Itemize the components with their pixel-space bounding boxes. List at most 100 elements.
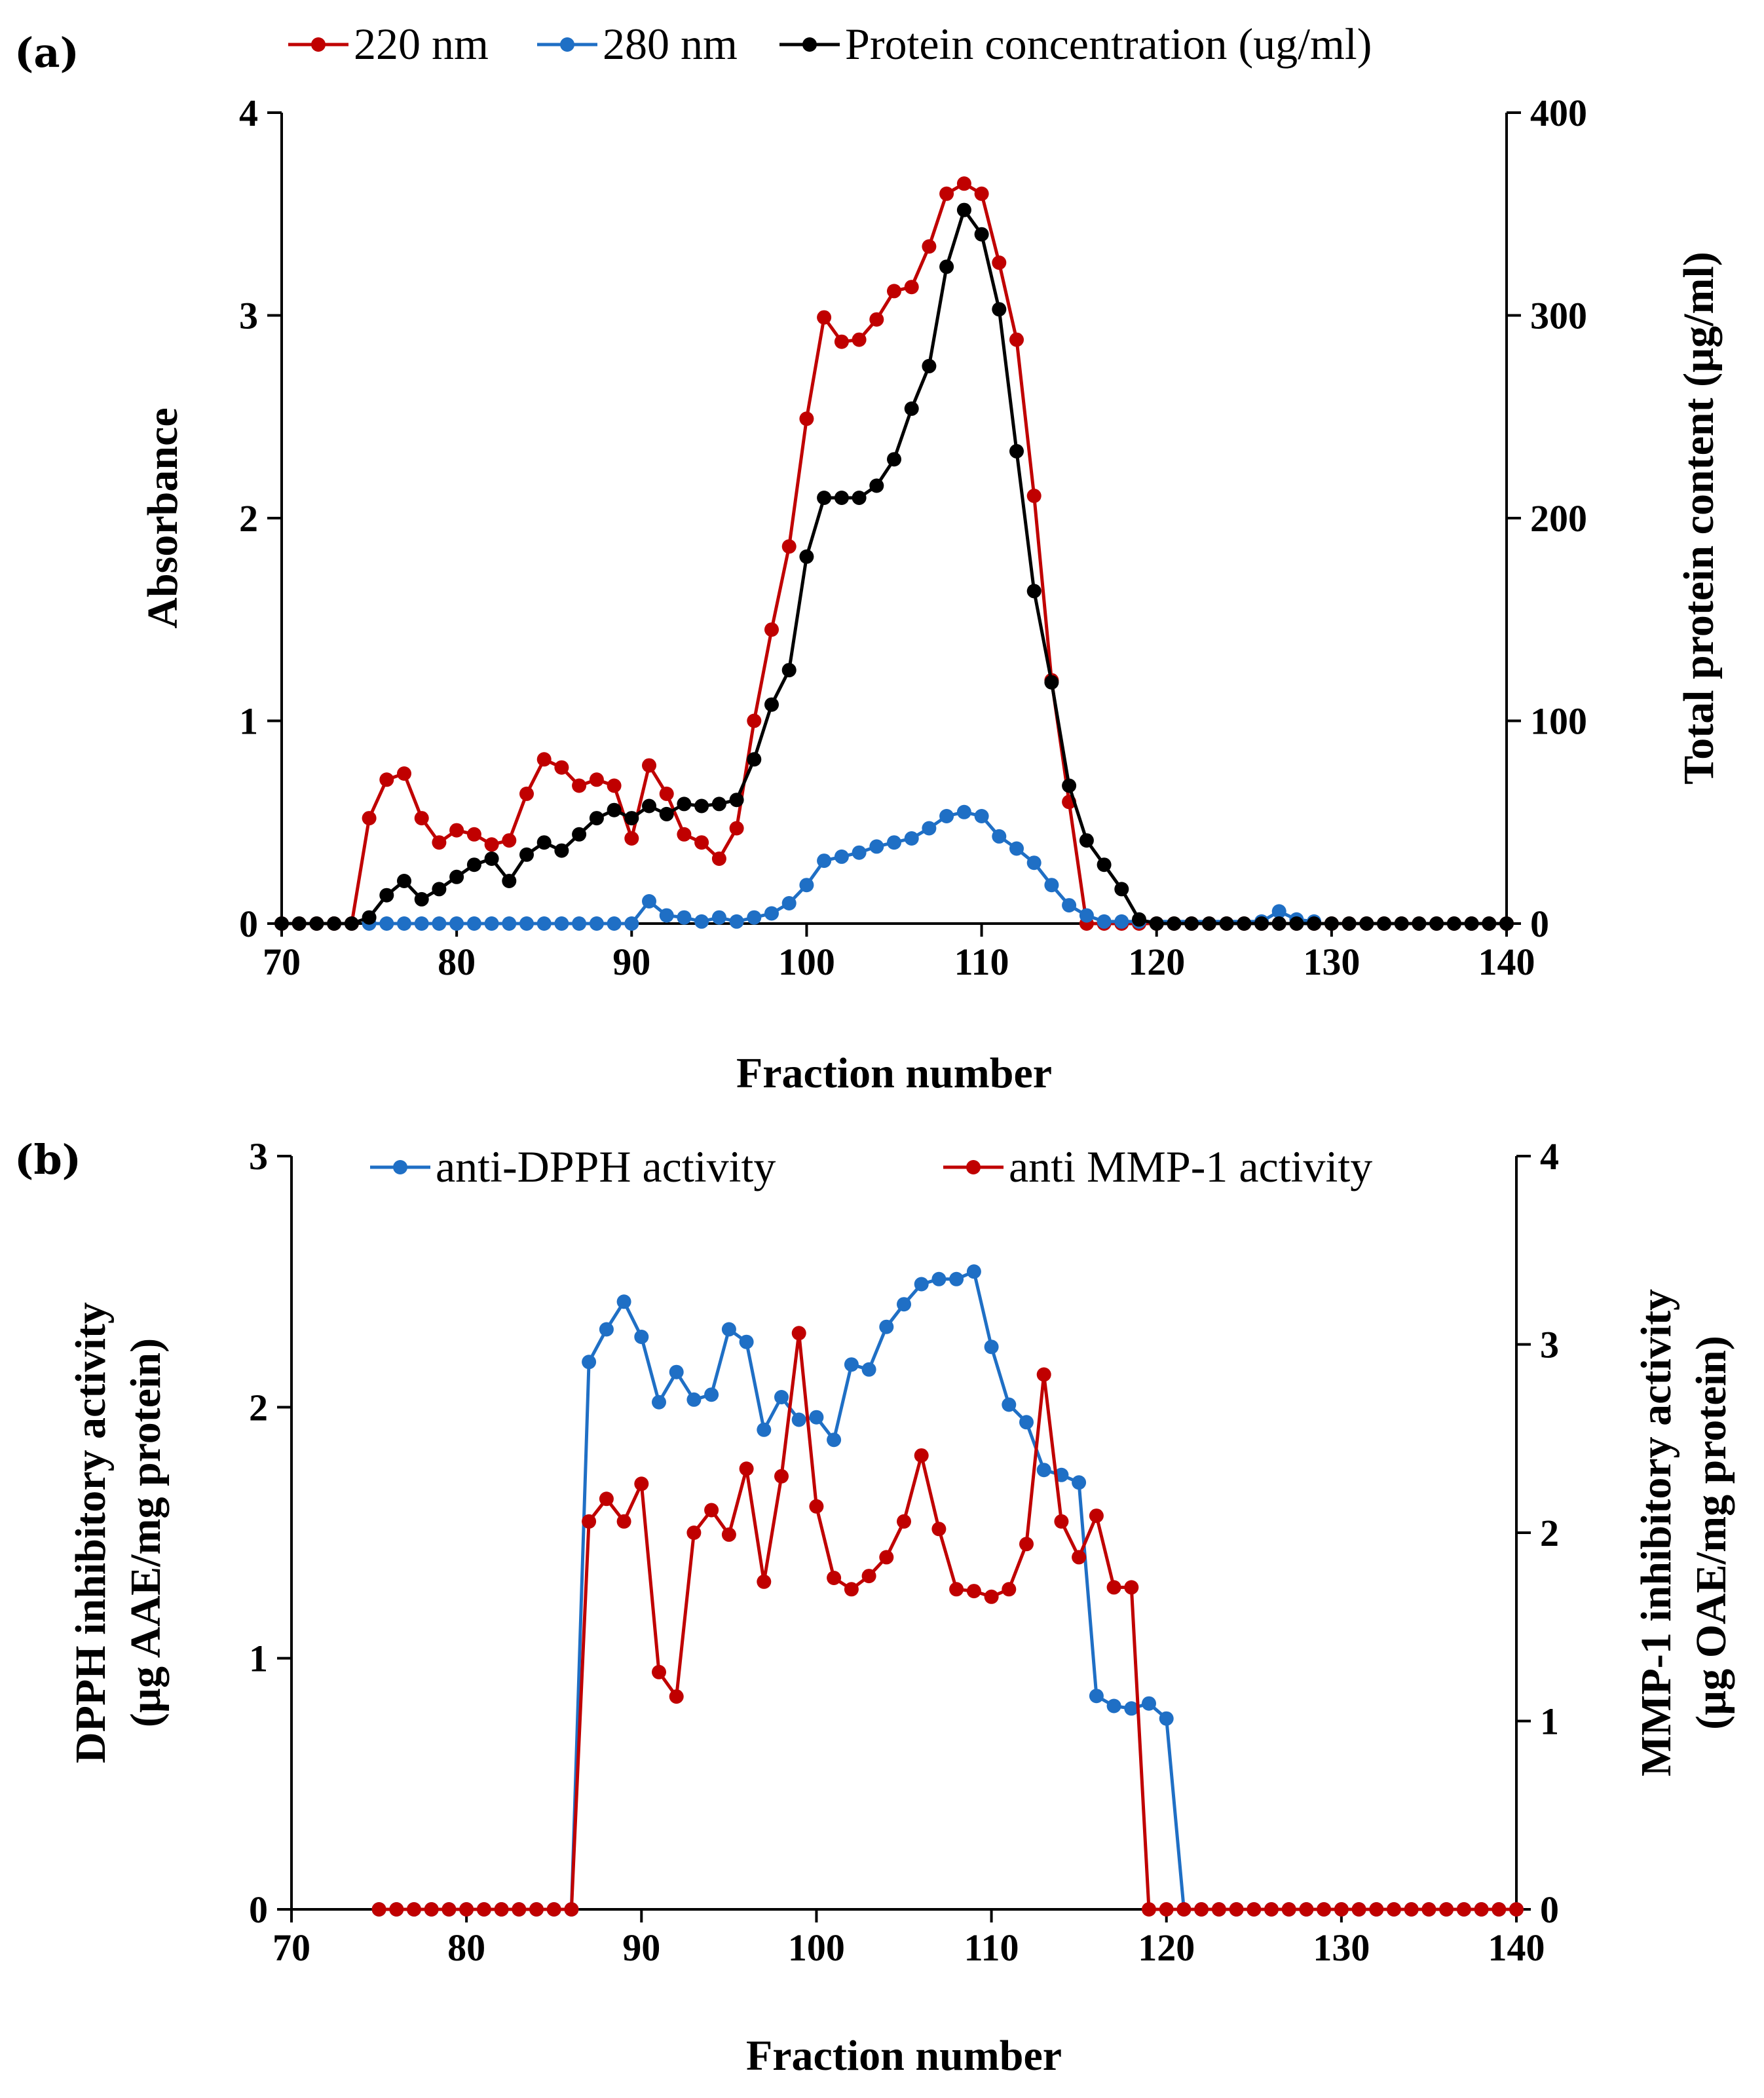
data-point <box>344 916 359 931</box>
series-line <box>379 1269 1516 1911</box>
legend-marker <box>311 37 326 52</box>
y2-tick-label: 0 <box>1530 903 1549 945</box>
data-point <box>677 910 692 925</box>
data-point <box>984 1339 999 1355</box>
data-point <box>774 1390 789 1404</box>
data-point <box>659 806 674 821</box>
data-point <box>1097 914 1112 929</box>
data-point <box>1132 912 1146 927</box>
data-point <box>1456 1902 1471 1917</box>
data-point <box>502 874 517 888</box>
x-axis-title: Fraction number <box>736 1049 1052 1097</box>
data-point <box>764 697 779 712</box>
data-point <box>536 752 552 767</box>
data-point <box>781 539 797 554</box>
data-point <box>939 809 954 823</box>
data-point <box>1229 1902 1244 1917</box>
x-tick-label: 80 <box>438 941 476 983</box>
data-point <box>1289 916 1304 931</box>
data-point <box>1044 878 1059 893</box>
data-point <box>694 914 709 929</box>
data-point <box>711 852 726 866</box>
data-point <box>1106 1580 1121 1595</box>
data-point <box>931 1271 947 1286</box>
data-point <box>1009 841 1024 856</box>
data-point <box>1114 914 1129 929</box>
data-point <box>432 835 447 850</box>
data-point <box>694 798 709 814</box>
data-point <box>634 1330 649 1344</box>
data-point <box>1097 857 1112 872</box>
data-point <box>861 1569 876 1584</box>
x-tick-label: 140 <box>1488 1926 1545 1969</box>
data-point <box>721 1322 736 1337</box>
data-point <box>1106 1698 1121 1714</box>
data-point <box>739 1461 754 1476</box>
y2-tick-label: 200 <box>1530 497 1587 540</box>
data-point <box>414 916 429 931</box>
data-point <box>1264 1902 1279 1917</box>
data-point <box>1072 1475 1087 1490</box>
series-anti-mmp-1-activity <box>371 1326 1524 1917</box>
data-point <box>589 916 604 931</box>
data-point <box>747 752 762 767</box>
data-point <box>432 916 447 931</box>
data-point <box>1194 1902 1209 1917</box>
legend-label: anti MMP-1 activity <box>1009 1142 1372 1191</box>
data-point <box>922 239 937 254</box>
data-point <box>879 1319 894 1334</box>
data-point <box>1247 1902 1262 1917</box>
data-point <box>817 853 832 869</box>
data-point <box>554 843 569 858</box>
data-point <box>739 1334 754 1349</box>
data-point <box>642 798 656 814</box>
data-point <box>1062 898 1077 913</box>
data-point <box>939 186 954 201</box>
data-point <box>1089 1689 1104 1704</box>
data-point <box>1079 908 1094 923</box>
data-point <box>466 916 481 931</box>
x-tick-label: 120 <box>1138 1926 1195 1969</box>
data-point <box>677 796 692 812</box>
legend-entry: anti MMP-1 activity <box>943 1142 1372 1191</box>
data-point <box>852 332 867 347</box>
chart-panel-a: (a) 0 1 2 3 4 0 100 200 300 400 70 80 90 100 110 120 130 1… <box>14 19 1723 1097</box>
data-point <box>747 910 762 925</box>
series-protein-concentration-ug-ml <box>274 202 1514 931</box>
data-point <box>711 796 726 812</box>
data-point <box>704 1387 719 1402</box>
legend-entry: 280 nm <box>537 19 738 69</box>
data-point <box>519 786 534 801</box>
data-point <box>729 793 744 808</box>
data-point <box>809 1410 824 1425</box>
data-point <box>1446 916 1461 931</box>
x-tick-label: 120 <box>1128 941 1185 983</box>
x-axis-title: Fraction number <box>746 2032 1062 2080</box>
data-point <box>274 916 289 931</box>
data-point <box>1159 1902 1174 1917</box>
data-point <box>799 878 814 893</box>
data-point <box>1317 1902 1332 1917</box>
data-point <box>711 910 726 925</box>
y-tick-label: 2 <box>239 497 258 540</box>
y2-tick-label: 1 <box>1540 1700 1559 1743</box>
data-point <box>466 857 481 872</box>
data-point <box>721 1527 736 1542</box>
data-point <box>1334 1902 1349 1917</box>
data-point <box>1219 916 1234 931</box>
data-point <box>781 896 797 910</box>
data-point <box>502 916 517 931</box>
data-point <box>669 1364 684 1379</box>
data-point <box>1404 1902 1419 1917</box>
data-point <box>362 910 377 925</box>
legend-entry: anti-DPPH activity <box>370 1142 776 1191</box>
x-tick-label: 100 <box>778 941 835 983</box>
data-point <box>747 713 762 728</box>
data-point <box>879 1550 894 1565</box>
data-point <box>389 1902 404 1917</box>
data-point <box>869 312 884 327</box>
data-point <box>607 916 622 931</box>
data-point <box>494 1902 509 1917</box>
data-point <box>974 186 989 201</box>
data-point <box>1271 904 1286 919</box>
